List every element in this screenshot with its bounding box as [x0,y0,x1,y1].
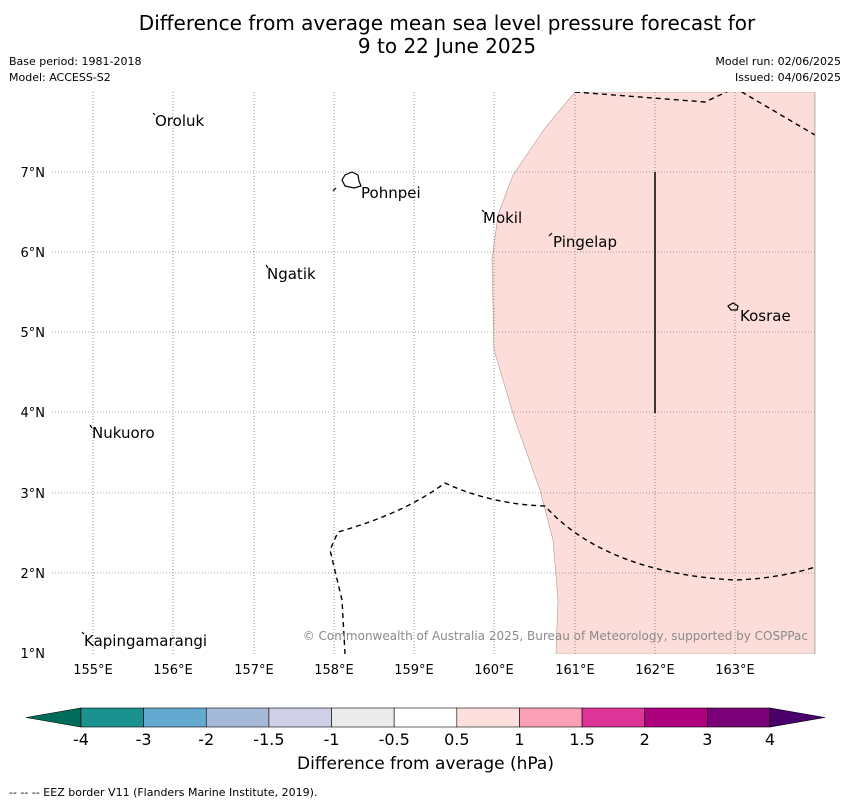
colorbar-tick-label: -4 [73,730,89,749]
lat-tick-labels: 7°N 6°N 5°N 4°N 3°N 2°N 1°N [21,166,46,662]
lat-tick: 7°N [21,166,46,181]
colorbar-swatch [144,708,207,727]
lat-tick: 6°N [21,246,46,261]
place-label: Ngatik [267,265,316,283]
colorbar-tick-label: -1 [324,730,340,749]
colorbar-tick-label: -2 [198,730,214,749]
lat-tick: 4°N [21,406,46,421]
place-label: Kapingamarangi [84,632,207,650]
lon-tick: 159°E [394,663,434,678]
place-label: Nukuoro [92,424,155,442]
lon-tick: 163°E [715,663,755,678]
colorbar-swatch [269,708,332,727]
place-label: Oroluk [155,112,204,130]
colorbar-tick-label: 3 [702,730,712,749]
map-figure: Oroluk Pohnpei Mokil Pingelap Ngatik Kos… [0,0,850,804]
colorbar-swatch [394,708,457,727]
place-label: Kosrae [740,307,791,325]
colorbar-tick-label: -1.5 [253,730,284,749]
pohnpei-islet [333,188,336,191]
place-label: Pohnpei [361,184,421,202]
colorbar: -4 -3 -2 -1.5 -1 -0.5 0.5 1 1.5 2 3 4 [26,708,825,749]
colorbar-tick-label: 1.5 [569,730,594,749]
anomaly-region [492,92,815,654]
colorbar-swatch [332,708,395,727]
colorbar-tick-label: -3 [136,730,152,749]
colorbar-swatch [81,708,144,727]
colorbar-ticks: -4 -3 -2 -1.5 -1 -0.5 0.5 1 1.5 2 3 4 [73,730,775,749]
lon-tick: 161°E [555,663,595,678]
colorbar-swatch [707,708,770,727]
lat-tick: 3°N [21,487,46,502]
lon-tick: 158°E [314,663,354,678]
colorbar-swatches [81,708,770,727]
place-label: Pingelap [553,233,617,251]
colorbar-tick-label: 0.5 [444,730,469,749]
colorbar-swatch [645,708,708,727]
colorbar-swatch [206,708,269,727]
colorbar-tick-label: 2 [640,730,650,749]
lon-tick: 156°E [153,663,193,678]
place-label: Mokil [483,209,522,227]
copyright-notice: © Commonwealth of Australia 2025, Bureau… [303,629,808,643]
colorbar-over-arrow [770,708,825,727]
lon-tick-labels: 155°E 156°E 157°E 158°E 159°E 160°E 161°… [73,663,755,678]
lon-tick: 155°E [73,663,113,678]
lat-tick: 1°N [21,647,46,662]
lon-tick: 160°E [474,663,514,678]
lat-tick: 5°N [21,326,46,341]
colorbar-under-arrow [26,708,81,727]
lat-tick: 2°N [21,567,46,582]
lon-tick: 162°E [635,663,675,678]
colorbar-swatch [457,708,520,727]
colorbar-label: Difference from average (hPa) [0,754,850,774]
map-area: Oroluk Pohnpei Mokil Pingelap Ngatik Kos… [52,88,815,654]
footnote: -- -- -- EEZ border V11 (Flanders Marine… [9,786,317,799]
colorbar-swatch [582,708,645,727]
colorbar-tick-label: -0.5 [379,730,410,749]
colorbar-tick-label: 4 [765,730,775,749]
lon-tick: 157°E [234,663,274,678]
colorbar-tick-label: 1 [514,730,524,749]
pohnpei-island [342,172,361,188]
colorbar-swatch [519,708,582,727]
